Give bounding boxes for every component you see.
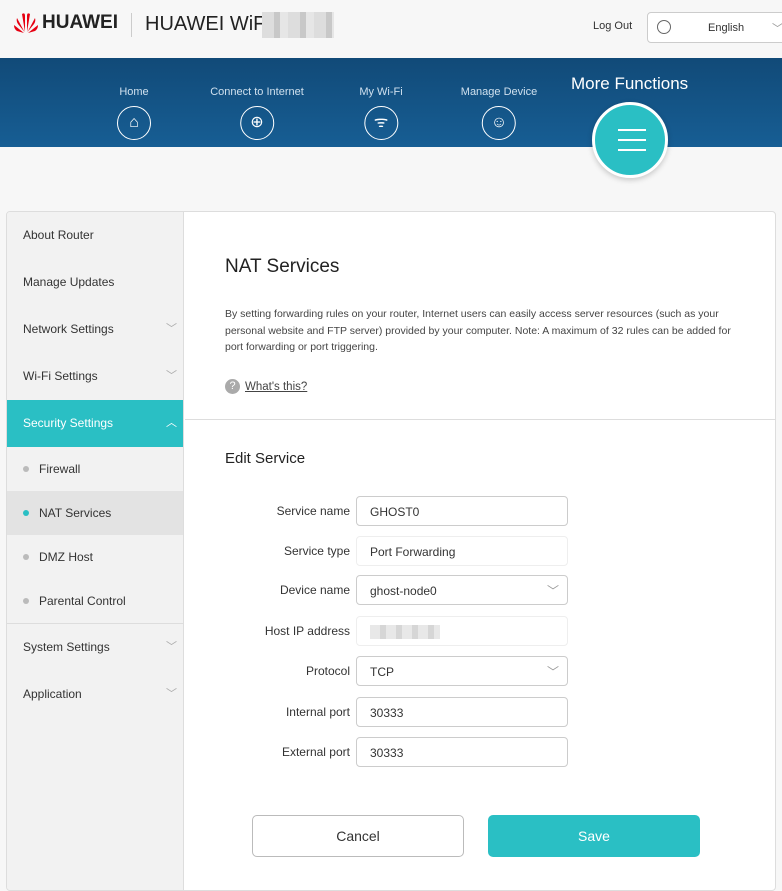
sidebar: About Router Manage Updates Network Sett…: [7, 212, 184, 890]
chevron-down-icon: ﹀: [166, 641, 177, 653]
cancel-button[interactable]: Cancel: [252, 815, 464, 857]
whats-this-text[interactable]: What's this?: [245, 380, 308, 393]
device-name-select[interactable]: ghost-node0 ﹀: [356, 575, 568, 605]
chevron-down-icon: ﹀: [546, 584, 559, 598]
main-nav: Home ⌂ Connect to Internet ⊕ My Wi-Fi ᯤ Man…: [0, 58, 782, 147]
wifi-icon: ᯤ: [364, 106, 398, 140]
nav-label: My Wi-Fi: [359, 86, 403, 98]
field-label: Protocol: [305, 664, 350, 678]
redacted-model: [262, 12, 334, 38]
internal-port-row: Internal port 30333: [185, 697, 585, 727]
globe-icon: [657, 20, 671, 34]
more-functions-button[interactable]: [592, 102, 668, 178]
save-button[interactable]: Save: [488, 815, 700, 857]
sidebar-item-label: DMZ Host: [39, 550, 93, 564]
chevron-down-icon: ﹀: [166, 323, 177, 335]
nav-home[interactable]: Home ⌂: [117, 86, 151, 140]
service-name-row: Service name GHOST0: [185, 496, 585, 526]
sidebar-item-network-settings[interactable]: Network Settings ﹀: [7, 306, 183, 353]
chevron-up-icon: ︿: [166, 417, 177, 429]
nav-manage-device[interactable]: Manage Device ☺: [461, 86, 537, 140]
nav-connect-internet[interactable]: Connect to Internet ⊕: [210, 86, 304, 140]
field-label: Device name: [279, 583, 350, 597]
device-name-row: Device name ghost-node0 ﹀: [185, 575, 585, 605]
nav-label: Connect to Internet: [210, 86, 304, 98]
host-ip-row: Host IP address: [185, 616, 585, 646]
sidebar-subitem-dmz-host[interactable]: DMZ Host: [7, 535, 183, 579]
sidebar-subitem-parental-control[interactable]: Parental Control: [7, 579, 183, 623]
sidebar-item-label: Manage Updates: [23, 275, 115, 289]
field-label: Host IP address: [264, 624, 350, 638]
sidebar-item-label: Parental Control: [39, 594, 126, 608]
sidebar-item-label: System Settings: [23, 640, 110, 654]
divider: [185, 419, 775, 420]
sidebar-item-label: About Router: [23, 228, 94, 242]
sidebar-item-label: Application: [23, 687, 82, 701]
sidebar-item-security-settings[interactable]: Security Settings ︿: [7, 400, 183, 447]
sidebar-subitem-firewall[interactable]: Firewall: [7, 447, 183, 491]
service-type-value: Port Forwarding: [356, 536, 568, 566]
top-header: HUAWEI HUAWEI WiFi Log Out English ﹀: [0, 0, 782, 58]
device-name-value: ghost-node0: [370, 584, 437, 598]
product-name: HUAWEI WiFi: [145, 13, 270, 35]
globe-icon: ⊕: [240, 106, 274, 140]
home-icon: ⌂: [117, 106, 151, 140]
main-content: NAT Services By setting forwarding rules…: [185, 212, 775, 890]
protocol-select[interactable]: TCP ﹀: [356, 656, 568, 686]
sidebar-item-system-settings[interactable]: System Settings ﹀: [7, 624, 183, 671]
chevron-down-icon: ﹀: [166, 370, 177, 382]
nav-label: Manage Device: [460, 86, 538, 98]
field-label: Service name: [276, 504, 350, 518]
field-label: Service type: [283, 544, 350, 558]
sidebar-item-label: Network Settings: [23, 322, 114, 336]
sidebar-item-label: NAT Services: [39, 506, 112, 520]
chevron-down-icon: ﹀: [772, 23, 782, 35]
redacted-ip: [370, 625, 440, 639]
host-ip-value: [356, 616, 568, 646]
sidebar-item-label: Firewall: [39, 462, 81, 476]
protocol-row: Protocol TCP ﹀: [185, 656, 585, 686]
brand-name: HUAWEI: [42, 12, 118, 33]
sidebar-item-about-router[interactable]: About Router: [7, 212, 183, 259]
nav-my-wifi[interactable]: My Wi-Fi ᯤ: [359, 86, 403, 140]
page-title: NAT Services: [225, 256, 340, 277]
field-label: Internal port: [285, 705, 350, 719]
user-icon: ☺: [482, 106, 516, 140]
logout-link[interactable]: Log Out: [593, 20, 633, 32]
language-select[interactable]: English ﹀: [647, 12, 782, 43]
section-title: Edit Service: [225, 450, 306, 467]
sidebar-item-application[interactable]: Application ﹀: [7, 671, 183, 718]
internal-port-input[interactable]: 30333: [356, 697, 568, 727]
field-label: External port: [281, 745, 350, 759]
huawei-logo: HUAWEI: [14, 12, 118, 34]
external-port-input[interactable]: 30333: [356, 737, 568, 767]
sidebar-item-wifi-settings[interactable]: Wi-Fi Settings ﹀: [7, 353, 183, 400]
sidebar-subitem-nat-services[interactable]: NAT Services: [7, 491, 183, 535]
whats-this-link[interactable]: ? What's this?: [225, 379, 307, 394]
content-panel: About Router Manage Updates Network Sett…: [6, 211, 776, 891]
sidebar-item-label: Security Settings: [23, 416, 114, 430]
huawei-flower-icon: [14, 13, 38, 33]
language-value: English: [708, 22, 745, 34]
nav-label: Home: [119, 86, 149, 98]
protocol-value: TCP: [370, 665, 394, 679]
divider: [131, 13, 132, 37]
page-description: By setting forwarding rules on your rout…: [225, 308, 731, 353]
help-icon: ?: [225, 379, 240, 394]
sidebar-item-manage-updates[interactable]: Manage Updates: [7, 259, 183, 306]
chevron-down-icon: ﹀: [166, 688, 177, 700]
sidebar-item-label: Wi-Fi Settings: [23, 369, 98, 383]
nav-more-functions-label: More Functions: [571, 74, 689, 93]
service-type-row: Service type Port Forwarding: [185, 536, 585, 566]
external-port-row: External port 30333: [185, 737, 585, 767]
chevron-down-icon: ﹀: [546, 665, 559, 679]
divider: [7, 623, 183, 624]
service-name-input[interactable]: GHOST0: [356, 496, 568, 526]
